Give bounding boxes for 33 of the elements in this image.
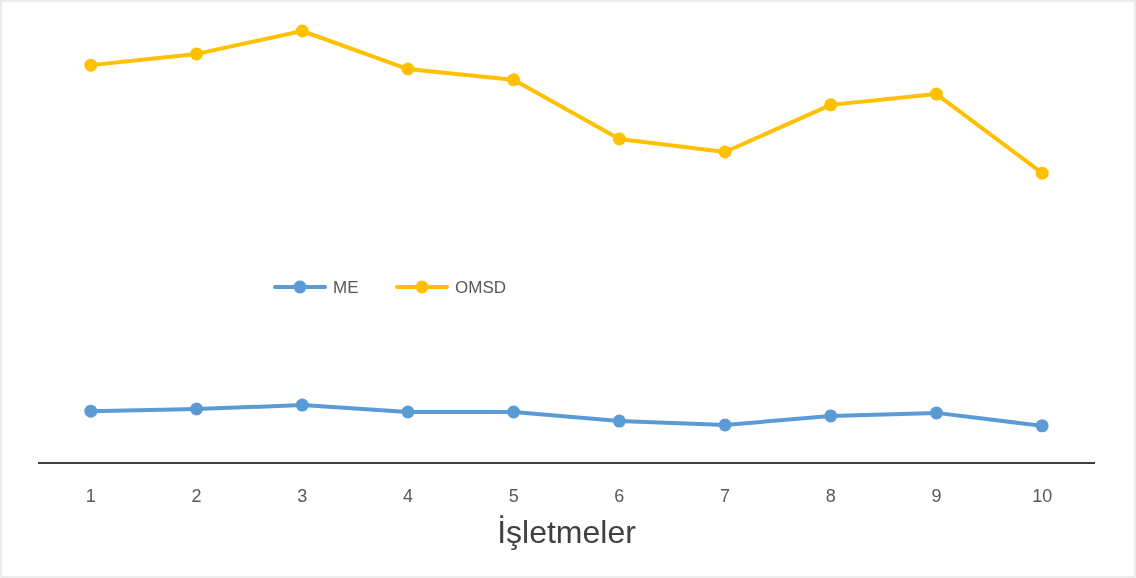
point [929,87,943,101]
point [1035,166,1049,180]
x-tick-label: 5 [508,486,519,506]
point [612,414,626,428]
x-tick-label: 6 [614,486,625,506]
point [1035,419,1049,433]
x-tick-label: 1 [85,486,96,506]
x-tick-label: 8 [825,486,836,506]
point [718,145,732,159]
point [718,418,732,432]
x-tick-label: 3 [297,486,308,506]
point [190,47,204,61]
x-axis-title: İşletmeler [497,514,637,550]
point [507,73,521,87]
point [824,98,838,112]
legend-label: OMSD [455,278,506,297]
point [507,405,521,419]
x-tick-label: 2 [191,486,202,506]
x-tick-label: 10 [1032,486,1053,506]
point [612,132,626,146]
point [929,406,943,420]
point [401,405,415,419]
point [295,24,309,38]
point [190,402,204,416]
x-tick-label: 7 [720,486,731,506]
x-tick-label: 4 [402,486,413,506]
point [84,58,98,72]
x-tick-label: 9 [931,486,942,506]
legend-label: ME [333,278,359,297]
point [295,398,309,412]
point [824,409,838,423]
point [401,62,415,76]
point [84,404,98,418]
